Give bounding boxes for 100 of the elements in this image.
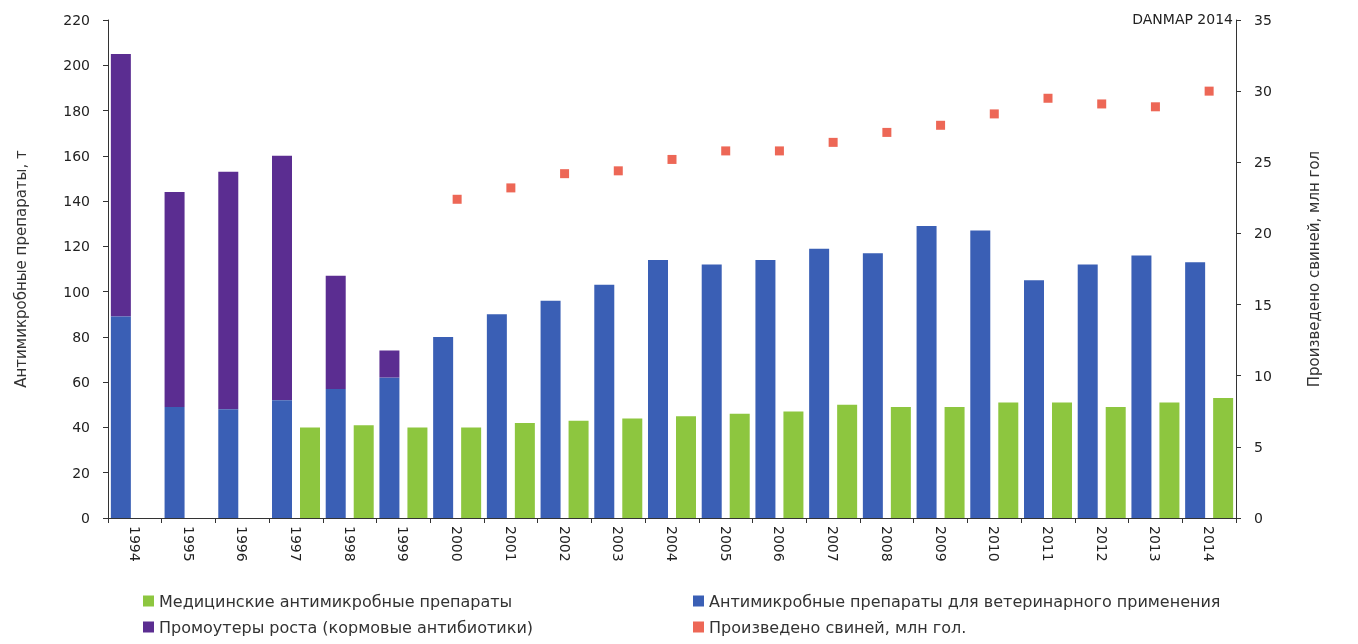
x-tick-label: 2010 — [986, 526, 1003, 562]
y-tick-label: 100 — [63, 283, 90, 300]
legend-label: Медицинские антимикробные препараты — [159, 591, 513, 611]
bar — [514, 422, 535, 518]
y-axis-title: Антимикробные препараты, т — [11, 150, 30, 388]
bar — [325, 388, 346, 518]
bar — [916, 225, 937, 518]
point — [721, 146, 731, 156]
bar — [1159, 402, 1180, 518]
bar — [1024, 280, 1044, 518]
point — [774, 146, 784, 156]
x-tick-label: 2002 — [556, 526, 573, 562]
bar — [110, 53, 131, 317]
x-tick-label: 2013 — [1147, 526, 1164, 562]
y-tick-label: 140 — [63, 193, 90, 210]
y2-tick-label: 20 — [1254, 225, 1272, 242]
x-tick-label: 1997 — [288, 526, 304, 562]
y-tick-label: 180 — [63, 102, 90, 119]
x-tick-label: 1995 — [180, 526, 197, 562]
y-tick-label: 80 — [72, 328, 90, 345]
bar — [594, 284, 615, 518]
y2-tick-label: 35 — [1254, 12, 1272, 28]
point — [452, 194, 462, 204]
x-tick-label: 2012 — [1093, 526, 1110, 562]
bar — [353, 425, 374, 518]
x-tick-label: 2001 — [502, 526, 519, 562]
bar — [890, 407, 911, 518]
legend-label: Промоутеры роста (кормовые антибиотики) — [159, 617, 534, 637]
bar — [998, 402, 1019, 518]
bar — [486, 314, 507, 518]
y-tick-label: 20 — [72, 464, 90, 481]
bar — [837, 404, 858, 518]
y-tick-label: 200 — [63, 57, 90, 74]
y-tick-label: 120 — [63, 238, 90, 255]
point — [989, 109, 999, 119]
point — [1097, 99, 1107, 109]
point — [613, 166, 623, 176]
point — [1150, 102, 1160, 112]
bar — [862, 253, 883, 518]
legend-label: Произведено свиней, млн гол. — [709, 617, 967, 637]
point — [667, 154, 677, 164]
point — [936, 120, 946, 130]
x-tick-label: 1998 — [341, 526, 358, 562]
bar — [701, 264, 722, 518]
annotation: DANMAP 2014 — [1132, 11, 1234, 27]
y-tick-label: 160 — [63, 147, 90, 164]
bar — [272, 155, 292, 401]
bar — [379, 350, 400, 378]
bar — [729, 413, 750, 518]
y2-tick-label: 30 — [1254, 83, 1272, 100]
point — [1204, 86, 1214, 96]
bar — [164, 192, 185, 408]
bar — [1131, 255, 1152, 518]
y2-tick-label: 0 — [1254, 510, 1263, 526]
y-tick-label: 220 — [63, 12, 90, 28]
point — [882, 127, 892, 137]
bar — [272, 400, 292, 518]
bar — [1185, 262, 1206, 518]
bar — [164, 407, 185, 518]
bar — [1213, 398, 1234, 518]
bar — [110, 316, 131, 518]
point — [560, 169, 570, 179]
bar — [540, 300, 561, 518]
bar — [218, 409, 239, 518]
bar — [676, 416, 696, 518]
point — [506, 183, 516, 193]
x-tick-label: 1994 — [126, 526, 143, 562]
x-tick-label: 2011 — [1040, 526, 1056, 562]
bar — [461, 427, 482, 518]
bar — [783, 411, 804, 518]
bar — [218, 171, 239, 410]
bar — [1077, 264, 1098, 518]
point — [1043, 93, 1053, 103]
x-tick-label: 2007 — [825, 526, 842, 562]
y2-tick-label: 5 — [1254, 438, 1263, 455]
bar — [433, 336, 454, 518]
x-tick-label: 2003 — [610, 526, 627, 562]
y2-axis-title: Произведено свиней, млн гол — [1304, 150, 1323, 388]
x-tick-label: 2000 — [449, 526, 466, 562]
bar — [325, 275, 346, 389]
bar — [648, 259, 668, 518]
y2-tick-label: 15 — [1254, 296, 1272, 313]
bar — [568, 420, 589, 518]
x-tick-label: 2014 — [1201, 526, 1218, 562]
bar — [622, 418, 643, 518]
bar — [970, 230, 991, 518]
y-tick-label: 60 — [72, 374, 90, 391]
bar — [944, 407, 965, 518]
bar — [755, 259, 776, 518]
bar — [407, 427, 428, 518]
point — [828, 137, 838, 147]
bar — [1105, 407, 1126, 518]
bar — [300, 427, 320, 518]
x-tick-label: 2009 — [932, 526, 949, 562]
y-tick-label: 0 — [81, 510, 90, 526]
x-tick-label: 2005 — [717, 526, 734, 562]
x-tick-label: 1996 — [234, 526, 251, 562]
bar — [1052, 402, 1072, 518]
x-tick-label: 2006 — [771, 526, 788, 562]
bar — [809, 248, 830, 518]
